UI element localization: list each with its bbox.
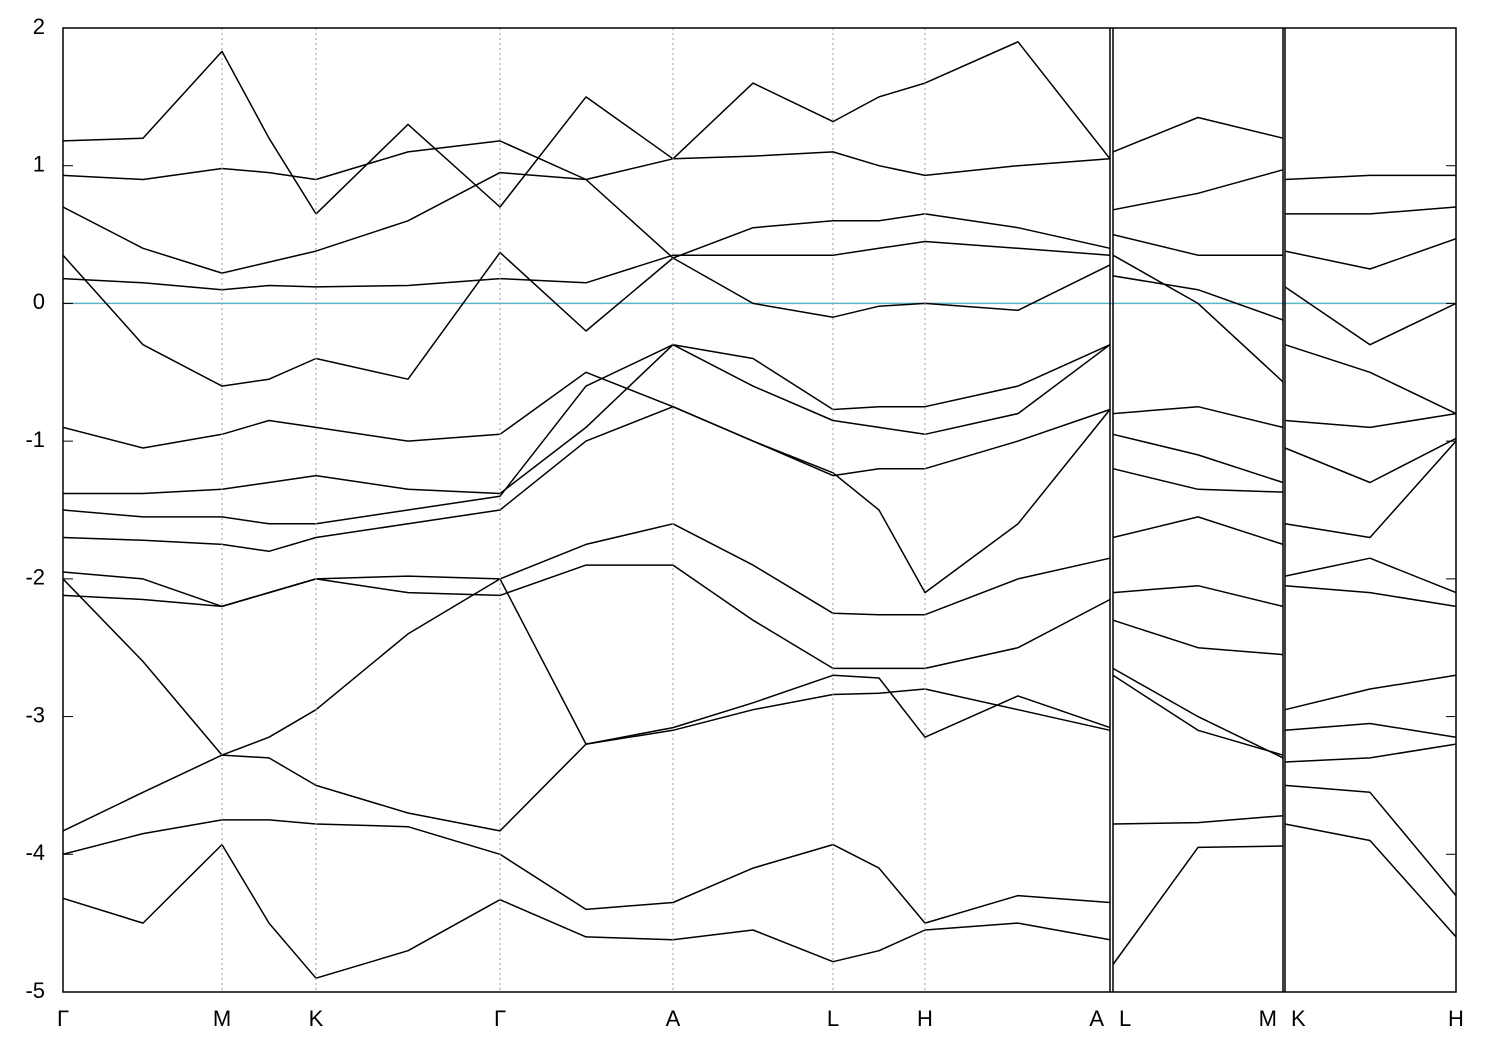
band-line	[63, 784, 1456, 924]
band-line	[63, 41, 1456, 215]
x-tick-label: L	[1119, 1006, 1131, 1031]
x-tick-label: H	[917, 1006, 933, 1031]
y-tick-label: 2	[33, 14, 45, 39]
y-tick-label: -3	[25, 702, 45, 727]
y-tick-label: -2	[25, 565, 45, 590]
x-tick-label: M	[213, 1006, 231, 1031]
band-line	[63, 405, 1456, 594]
band-line	[63, 343, 1456, 495]
band-line	[63, 371, 1456, 477]
band-line	[63, 564, 1456, 711]
y-tick-label: 0	[33, 289, 45, 314]
band-line	[63, 140, 1456, 211]
band-line	[63, 251, 1456, 415]
band-line	[63, 343, 1456, 539]
band-line	[63, 674, 1456, 832]
plot-frame	[62, 27, 1457, 993]
x-tick-label: Γ	[57, 1006, 69, 1031]
plot-area	[63, 41, 1456, 979]
y-tick-label: -4	[25, 840, 45, 865]
x-tick-label: K	[309, 1006, 324, 1031]
y-tick-label: -1	[25, 427, 45, 452]
x-tick-label: H	[1448, 1006, 1464, 1031]
band-line	[63, 823, 1456, 979]
y-tick-label: 1	[33, 152, 45, 177]
band-line	[63, 578, 1456, 759]
x-tick-label: K	[1291, 1006, 1306, 1031]
x-tick-label: M	[1259, 1006, 1277, 1031]
x-tick-label: L	[827, 1006, 839, 1031]
band-line	[63, 171, 1456, 274]
x-tick-label: A	[1089, 1006, 1104, 1031]
x-tick-label: A	[666, 1006, 681, 1031]
x-tick-label: Γ	[494, 1006, 506, 1031]
y-tick-label: -5	[25, 978, 45, 1003]
band-line	[63, 523, 1456, 616]
band-line	[63, 240, 1456, 346]
